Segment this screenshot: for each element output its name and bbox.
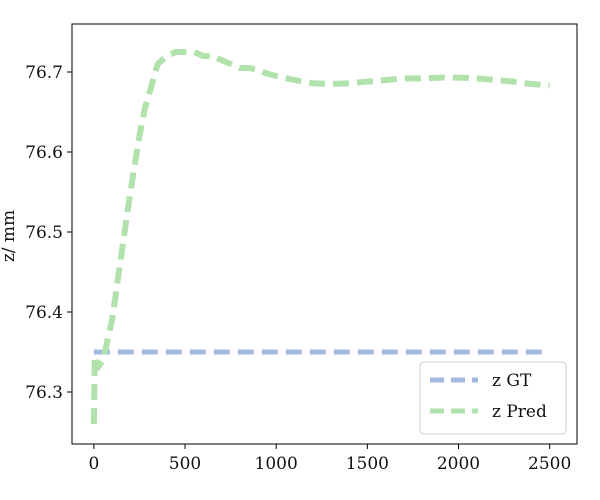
series-line-pred bbox=[90, 49, 550, 425]
legend: z GT z Pred bbox=[419, 361, 567, 435]
y-tick-label: 76.6 bbox=[25, 143, 63, 163]
axes: 0 500 1000 1500 2000 2500 76.3 76.4 76.5 76.6 76.7 bbox=[25, 63, 571, 474]
x-tick-label: 0 bbox=[88, 454, 99, 474]
legend-label-pred: z Pred bbox=[492, 402, 547, 422]
legend-label-gt: z GT bbox=[492, 371, 532, 391]
y-tick-label: 76.4 bbox=[25, 303, 63, 323]
x-tick-label: 1500 bbox=[346, 454, 389, 474]
y-tick-label: 76.7 bbox=[25, 63, 63, 83]
x-tick-label: 2000 bbox=[437, 454, 480, 474]
axes-frame bbox=[71, 23, 578, 445]
x-tick-label: 2500 bbox=[528, 454, 571, 474]
y-axis-label: z/ mm bbox=[0, 210, 19, 262]
x-tick-label: 1000 bbox=[255, 454, 298, 474]
x-tick-label: 500 bbox=[169, 454, 201, 474]
y-tick-label: 76.3 bbox=[25, 383, 63, 403]
plot-area bbox=[90, 49, 550, 425]
y-tick-label: 76.5 bbox=[25, 223, 63, 243]
